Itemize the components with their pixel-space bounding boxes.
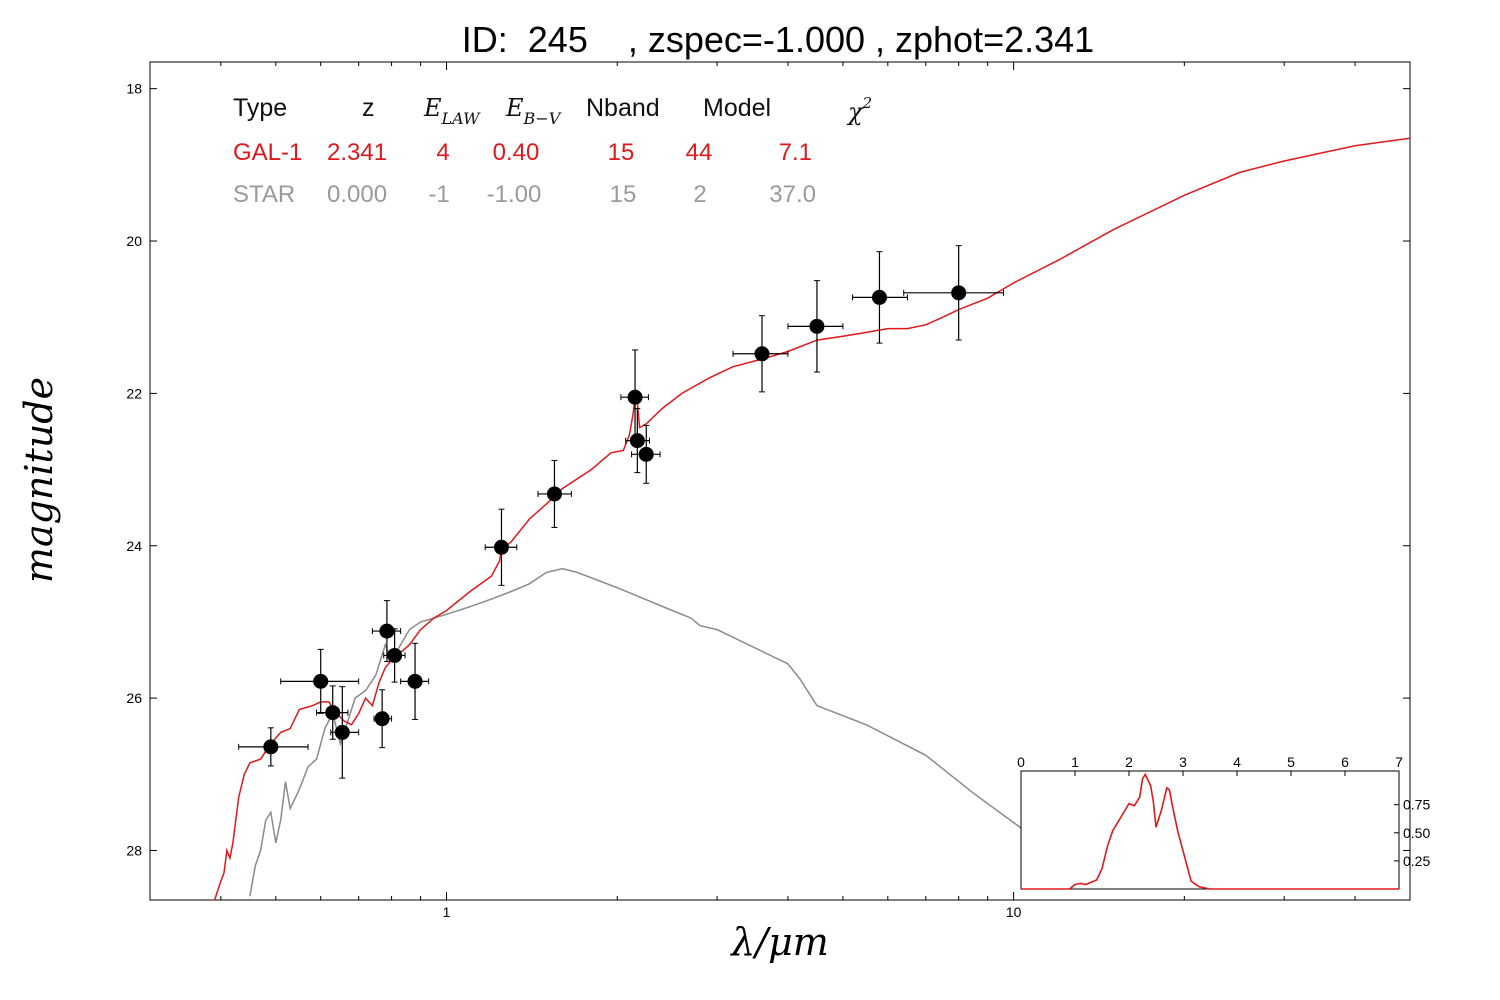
table-header-elaw: ELAW <box>423 94 481 128</box>
data-point <box>809 318 825 334</box>
y-tick-label: 26 <box>126 690 142 706</box>
inset-y-tick-label: 0.50 <box>1403 825 1430 841</box>
star-ebv: -1.00 <box>487 181 542 208</box>
data-point <box>374 711 390 727</box>
star-z: 0.000 <box>327 181 387 208</box>
gal-law: 4 <box>436 139 449 166</box>
table-header-nband: Nband <box>586 94 660 122</box>
x-tick-label: 1 <box>443 904 451 920</box>
inset-y-tick-label: 0.25 <box>1403 853 1430 869</box>
gal-z: 2.341 <box>327 139 387 166</box>
data-point <box>546 486 562 502</box>
data-point <box>334 724 350 740</box>
y-tick-label: 24 <box>126 538 142 554</box>
table-header-model: Model <box>703 94 771 122</box>
star-model: 2 <box>693 181 706 208</box>
x-tick-label: 10 <box>1006 904 1022 920</box>
inset-x-tick-label: 1 <box>1071 754 1079 770</box>
star-type: STAR <box>233 181 295 208</box>
table-header-type: Type <box>233 94 287 122</box>
data-point <box>871 289 887 305</box>
y-tick-label: 22 <box>126 385 142 401</box>
star-chi2: 37.0 <box>769 181 816 208</box>
y-tick-label: 28 <box>126 842 142 858</box>
plot-frame <box>149 61 1411 901</box>
data-point <box>313 673 329 689</box>
data-point <box>754 346 770 362</box>
gal-chi2: 7.1 <box>779 139 812 166</box>
inset-frame <box>1020 770 1400 890</box>
star-nband: 15 <box>610 181 637 208</box>
inset-x-tick-label: 6 <box>1341 754 1349 770</box>
data-point <box>325 705 341 721</box>
gal-nband: 15 <box>608 139 635 166</box>
x-axis-label: λ/μm <box>729 920 829 964</box>
gal-ebv: 0.40 <box>493 139 540 166</box>
table-header-ebv: EB−V <box>505 94 562 128</box>
table-header-z: z <box>362 94 375 122</box>
inset-x-tick-label: 4 <box>1233 754 1241 770</box>
data-point <box>379 623 395 639</box>
inset-x-tick-label: 3 <box>1179 754 1187 770</box>
gal-type: GAL-1 <box>233 139 302 166</box>
inset-x-tick-label: 2 <box>1125 754 1133 770</box>
inset-x-tick-label: 7 <box>1395 754 1403 770</box>
pdz-curve <box>1021 772 1399 890</box>
gal-model: 44 <box>686 139 713 166</box>
y-axis-label: magnitude <box>17 377 61 583</box>
inset-x-tick-label: 5 <box>1287 754 1295 770</box>
fit-table: Type z ELAW EB−V Nband Model χ2 GAL-1 2.… <box>233 94 872 208</box>
data-point <box>493 539 509 555</box>
star-law: -1 <box>428 181 449 208</box>
star-model-curve <box>249 567 1027 897</box>
pdz-inset: 0 1 2 3 4 5 6 7 0.25 0.50 0.75 <box>1017 754 1430 890</box>
data-point <box>629 433 645 449</box>
data-point <box>387 647 403 663</box>
inset-y-tick-label: 0.75 <box>1403 797 1430 813</box>
data-point <box>638 446 654 462</box>
y-tick-label: 18 <box>126 81 142 97</box>
chart-title: ID: 245 , zspec=-1.000 , zphot=2.341 <box>462 19 1094 60</box>
data-point <box>407 673 423 689</box>
data-point <box>627 389 643 405</box>
y-tick-label: 20 <box>126 233 142 249</box>
photometry-points <box>238 245 1005 779</box>
inset-x-tick-label: 0 <box>1017 754 1025 770</box>
data-point <box>951 285 967 301</box>
data-point <box>263 739 279 755</box>
table-header-chi2: χ2 <box>846 94 872 126</box>
